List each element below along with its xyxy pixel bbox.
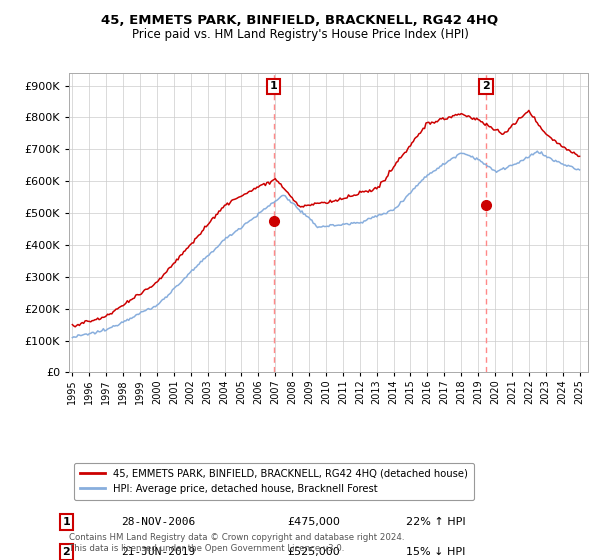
Text: 45, EMMETS PARK, BINFIELD, BRACKNELL, RG42 4HQ: 45, EMMETS PARK, BINFIELD, BRACKNELL, RG… (101, 14, 499, 27)
Text: 2: 2 (62, 547, 70, 557)
Text: Contains HM Land Registry data © Crown copyright and database right 2024.
This d: Contains HM Land Registry data © Crown c… (69, 533, 404, 553)
Text: 1: 1 (270, 81, 278, 91)
Text: £525,000: £525,000 (287, 547, 340, 557)
Legend: 45, EMMETS PARK, BINFIELD, BRACKNELL, RG42 4HQ (detached house), HPI: Average pr: 45, EMMETS PARK, BINFIELD, BRACKNELL, RG… (74, 463, 474, 500)
Text: 2: 2 (482, 81, 490, 91)
Text: 1: 1 (62, 517, 70, 527)
Text: 22% ↑ HPI: 22% ↑ HPI (406, 517, 466, 527)
Text: 21-JUN-2019: 21-JUN-2019 (121, 547, 195, 557)
Text: 28-NOV-2006: 28-NOV-2006 (121, 517, 195, 527)
Text: Price paid vs. HM Land Registry's House Price Index (HPI): Price paid vs. HM Land Registry's House … (131, 28, 469, 41)
Text: £475,000: £475,000 (287, 517, 340, 527)
Text: 15% ↓ HPI: 15% ↓ HPI (406, 547, 466, 557)
